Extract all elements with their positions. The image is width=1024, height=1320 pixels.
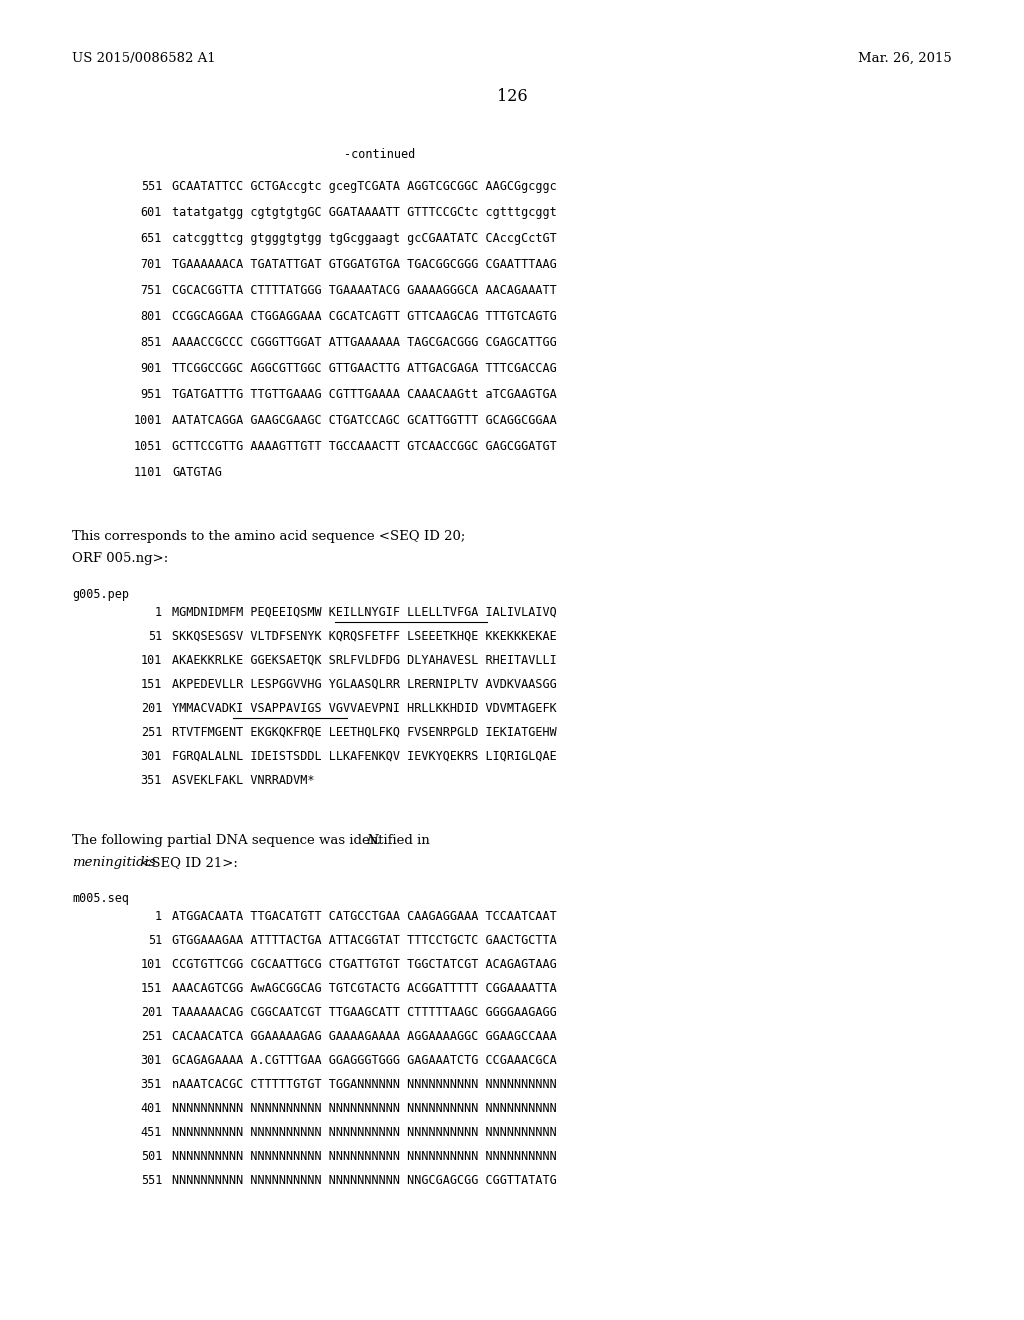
Text: 51: 51 [147, 935, 162, 946]
Text: nAAATCACGC CTTTTTGTGT TGGANNNNNN NNNNNNNNNN NNNNNNNNNN: nAAATCACGC CTTTTTGTGT TGGANNNNNN NNNNNNN… [172, 1078, 557, 1092]
Text: AAAACCGCCC CGGGTTGGAT ATTGAAAAAA TAGCGACGGG CGAGCATTGG: AAAACCGCCC CGGGTTGGAT ATTGAAAAAA TAGCGAC… [172, 337, 557, 348]
Text: 301: 301 [140, 750, 162, 763]
Text: CACAACATCA GGAAAAAGAG GAAAAGAAAA AGGAAAAGGC GGAAGCCAAA: CACAACATCA GGAAAAAGAG GAAAAGAAAA AGGAAAA… [172, 1030, 557, 1043]
Text: 1101: 1101 [133, 466, 162, 479]
Text: TAAAAAACAG CGGCAATCGT TTGAAGCATT CTTTTTAAGC GGGGAAGAGG: TAAAAAACAG CGGCAATCGT TTGAAGCATT CTTTTTA… [172, 1006, 557, 1019]
Text: 251: 251 [140, 1030, 162, 1043]
Text: NNNNNNNNNN NNNNNNNNNN NNNNNNNNNN NNNNNNNNNN NNNNNNNNNN: NNNNNNNNNN NNNNNNNNNN NNNNNNNNNN NNNNNNN… [172, 1150, 557, 1163]
Text: 501: 501 [140, 1150, 162, 1163]
Text: 451: 451 [140, 1126, 162, 1139]
Text: 101: 101 [140, 958, 162, 972]
Text: 1001: 1001 [133, 414, 162, 426]
Text: 351: 351 [140, 774, 162, 787]
Text: ASVEKLFAKL VNRRADVM*: ASVEKLFAKL VNRRADVM* [172, 774, 314, 787]
Text: 801: 801 [140, 310, 162, 323]
Text: 126: 126 [497, 88, 527, 106]
Text: 151: 151 [140, 678, 162, 690]
Text: 1: 1 [155, 909, 162, 923]
Text: RTVTFMGENT EKGKQKFRQE LEETHQLFKQ FVSENRPGLD IEKIATGEHW: RTVTFMGENT EKGKQKFRQE LEETHQLFKQ FVSENRP… [172, 726, 557, 739]
Text: GCAATATTCC GCTGAccgtc gcegTCGATA AGGTCGCGGC AAGCGgcggc: GCAATATTCC GCTGAccgtc gcegTCGATA AGGTCGC… [172, 180, 557, 193]
Text: FGRQALALNL IDEISTSDDL LLKAFENKQV IEVKYQEKRS LIQRIGLQAE: FGRQALALNL IDEISTSDDL LLKAFENKQV IEVKYQE… [172, 750, 557, 763]
Text: tatatgatgg cgtgtgtgGC GGATAAAATT GTTTCCGCtc cgtttgcggt: tatatgatgg cgtgtgtgGC GGATAAAATT GTTTCCG… [172, 206, 557, 219]
Text: 201: 201 [140, 702, 162, 715]
Text: TGATGATTTG TTGTTGAAAG CGTTTGAAAA CAAACAAGtt aTCGAAGTGA: TGATGATTTG TTGTTGAAAG CGTTTGAAAA CAAACAA… [172, 388, 557, 401]
Text: US 2015/0086582 A1: US 2015/0086582 A1 [72, 51, 216, 65]
Text: NNNNNNNNNN NNNNNNNNNN NNNNNNNNNN NNNNNNNNNN NNNNNNNNNN: NNNNNNNNNN NNNNNNNNNN NNNNNNNNNN NNNNNNN… [172, 1102, 557, 1115]
Text: 551: 551 [140, 180, 162, 193]
Text: NNNNNNNNNN NNNNNNNNNN NNNNNNNNNN NNNNNNNNNN NNNNNNNNNN: NNNNNNNNNN NNNNNNNNNN NNNNNNNNNN NNNNNNN… [172, 1126, 557, 1139]
Text: YMMACVADKI VSAPPAVIGS VGVVAEVPNI HRLLKKHDID VDVMTAGEFK: YMMACVADKI VSAPPAVIGS VGVVAEVPNI HRLLKKH… [172, 702, 557, 715]
Text: TTCGGCCGGC AGGCGTTGGC GTTGAACTTG ATTGACGAGA TTTCGACCAG: TTCGGCCGGC AGGCGTTGGC GTTGAACTTG ATTGACG… [172, 362, 557, 375]
Text: m005.seq: m005.seq [72, 892, 129, 906]
Text: 251: 251 [140, 726, 162, 739]
Text: AKPEDEVLLR LESPGGVVHG YGLAASQLRR LRERNIPLTV AVDKVAASGG: AKPEDEVLLR LESPGGVVHG YGLAASQLRR LRERNIP… [172, 678, 557, 690]
Text: GCTTCCGTTG AAAAGTTGTT TGCCAAACTT GTCAACCGGC GAGCGGATGT: GCTTCCGTTG AAAAGTTGTT TGCCAAACTT GTCAACC… [172, 440, 557, 453]
Text: 651: 651 [140, 232, 162, 246]
Text: Mar. 26, 2015: Mar. 26, 2015 [858, 51, 952, 65]
Text: 901: 901 [140, 362, 162, 375]
Text: TGAAAAAACA TGATATTGAT GTGGATGTGA TGACGGCGGG CGAATTTAAG: TGAAAAAACA TGATATTGAT GTGGATGTGA TGACGGC… [172, 257, 557, 271]
Text: AKAEKKRLKE GGEKSAETQK SRLFVLDFDG DLYAHAVESL RHEITAVLLI: AKAEKKRLKE GGEKSAETQK SRLFVLDFDG DLYAHAV… [172, 653, 557, 667]
Text: 201: 201 [140, 1006, 162, 1019]
Text: ORF 005.ng>:: ORF 005.ng>: [72, 552, 168, 565]
Text: 401: 401 [140, 1102, 162, 1115]
Text: CCGTGTTCGG CGCAATTGCG CTGATTGTGT TGGCTATCGT ACAGAGTAAG: CCGTGTTCGG CGCAATTGCG CTGATTGTGT TGGCTAT… [172, 958, 557, 972]
Text: MGMDNIDMFM PEQEEIQSMW KEILLNYGIF LLELLTVFGA IALIVLAIVQ: MGMDNIDMFM PEQEEIQSMW KEILLNYGIF LLELLTV… [172, 606, 557, 619]
Text: 301: 301 [140, 1053, 162, 1067]
Text: CGCACGGTTA CTTTTATGGG TGAAAATACG GAAAAGGGCA AACAGAAATT: CGCACGGTTA CTTTTATGGG TGAAAATACG GAAAAGG… [172, 284, 557, 297]
Text: AATATCAGGA GAAGCGAAGC CTGATCCAGC GCATTGGTTT GCAGGCGGAA: AATATCAGGA GAAGCGAAGC CTGATCCAGC GCATTGG… [172, 414, 557, 426]
Text: The following partial DNA sequence was identified in: The following partial DNA sequence was i… [72, 834, 434, 847]
Text: N.: N. [367, 834, 381, 847]
Text: 1051: 1051 [133, 440, 162, 453]
Text: 601: 601 [140, 206, 162, 219]
Text: 151: 151 [140, 982, 162, 995]
Text: ATGGACAATA TTGACATGTT CATGCCTGAA CAAGAGGAAA TCCAATCAAT: ATGGACAATA TTGACATGTT CATGCCTGAA CAAGAGG… [172, 909, 557, 923]
Text: GATGTAG: GATGTAG [172, 466, 222, 479]
Text: 851: 851 [140, 337, 162, 348]
Text: AAACAGTCGG AwAGCGGCAG TGTCGTACTG ACGGATTTTT CGGAAAATTA: AAACAGTCGG AwAGCGGCAG TGTCGTACTG ACGGATT… [172, 982, 557, 995]
Text: 1: 1 [155, 606, 162, 619]
Text: <SEQ ID 21>:: <SEQ ID 21>: [135, 855, 238, 869]
Text: 701: 701 [140, 257, 162, 271]
Text: meningitidis: meningitidis [72, 855, 156, 869]
Text: CCGGCAGGAA CTGGAGGAAA CGCATCAGTT GTTCAAGCAG TTTGTCAGTG: CCGGCAGGAA CTGGAGGAAA CGCATCAGTT GTTCAAG… [172, 310, 557, 323]
Text: -continued: -continued [344, 148, 416, 161]
Text: 551: 551 [140, 1173, 162, 1187]
Text: NNNNNNNNNN NNNNNNNNNN NNNNNNNNNN NNGCGAGCGG CGGTTATATG: NNNNNNNNNN NNNNNNNNNN NNNNNNNNNN NNGCGAG… [172, 1173, 557, 1187]
Text: 51: 51 [147, 630, 162, 643]
Text: 351: 351 [140, 1078, 162, 1092]
Text: GTGGAAAGAA ATTTTACTGA ATTACGGTAT TTTCCTGCTC GAACTGCTTA: GTGGAAAGAA ATTTTACTGA ATTACGGTAT TTTCCTG… [172, 935, 557, 946]
Text: 751: 751 [140, 284, 162, 297]
Text: catcggttcg gtgggtgtgg tgGcggaagt gcCGAATATC CAccgCctGT: catcggttcg gtgggtgtgg tgGcggaagt gcCGAAT… [172, 232, 557, 246]
Text: 101: 101 [140, 653, 162, 667]
Text: SKKQSESGSV VLTDFSENYK KQRQSFETFF LSEEETKHQE KKEKKKEKAE: SKKQSESGSV VLTDFSENYK KQRQSFETFF LSEEETK… [172, 630, 557, 643]
Text: 951: 951 [140, 388, 162, 401]
Text: GCAGAGAAAA A.CGTTTGAA GGAGGGTGGG GAGAAATCTG CCGAAACGCA: GCAGAGAAAA A.CGTTTGAA GGAGGGTGGG GAGAAAT… [172, 1053, 557, 1067]
Text: This corresponds to the amino acid sequence <SEQ ID 20;: This corresponds to the amino acid seque… [72, 531, 465, 543]
Text: g005.pep: g005.pep [72, 587, 129, 601]
